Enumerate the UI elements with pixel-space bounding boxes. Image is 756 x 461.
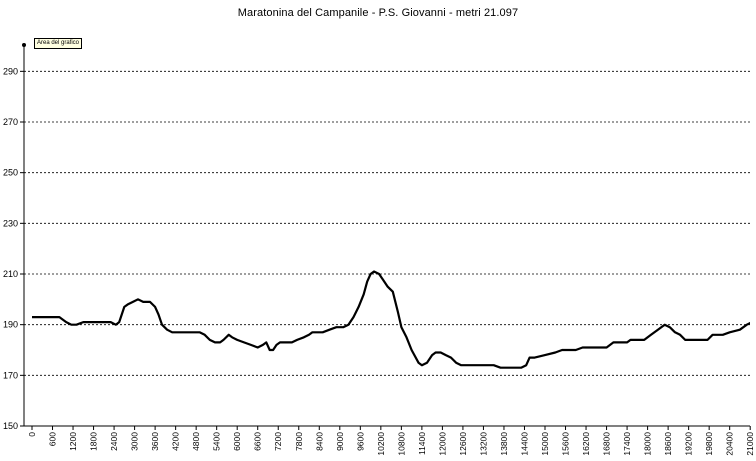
- tooltip-anchor-dot: [22, 43, 26, 47]
- x-tick-label: 9600: [355, 432, 365, 451]
- x-tick-label: 1800: [89, 432, 99, 451]
- chart-area-tooltip: Area del grafico: [34, 38, 83, 49]
- x-tick-label: 17400: [622, 432, 632, 456]
- x-tick-label: 20400: [725, 432, 735, 456]
- x-tick-label: 3600: [150, 432, 160, 451]
- x-tick-label: 19200: [684, 432, 694, 456]
- x-tick-label: 600: [48, 432, 58, 446]
- x-tick-label: 16200: [581, 432, 591, 456]
- x-tick-label: 10200: [376, 432, 386, 456]
- x-tick-label: 2400: [109, 432, 119, 451]
- y-tick-label: 290: [3, 66, 18, 76]
- y-tick-label: 270: [3, 117, 18, 127]
- x-tick-label: 1200: [68, 432, 78, 451]
- x-tick-label: 10800: [396, 432, 406, 456]
- x-tick-label: 12600: [458, 432, 468, 456]
- x-tick-label: 6600: [253, 432, 263, 451]
- y-tick-label: 250: [3, 168, 18, 178]
- x-tick-label: 4200: [171, 432, 181, 451]
- x-tick-label: 11400: [417, 432, 427, 455]
- x-tick-label: 8400: [314, 432, 324, 451]
- x-tick-label: 15600: [561, 432, 571, 456]
- y-tick-label: 230: [3, 218, 18, 228]
- x-tick-label: 21000: [745, 432, 755, 456]
- x-tick-label: 6000: [232, 432, 242, 451]
- series-line: [32, 270, 750, 369]
- y-tick-label: 170: [3, 370, 18, 380]
- x-tick-label: 9000: [335, 432, 345, 451]
- x-axis-ticks: 0 600 1200 1800 2400 3000 3600 4200 4800 5400 6000…: [27, 426, 755, 456]
- x-tick-label: 3000: [130, 432, 140, 451]
- x-tick-label: 7200: [273, 432, 283, 451]
- axes: [23, 46, 750, 427]
- x-tick-label: 13800: [499, 432, 509, 456]
- x-tick-label: 5400: [212, 432, 222, 451]
- y-tick-label: 210: [3, 269, 18, 279]
- x-tick-label: 18600: [663, 432, 673, 456]
- y-axis-ticks: 150 170 190 210 230 250 270 290: [3, 66, 24, 431]
- x-tick-label: 12000: [437, 432, 447, 456]
- x-tick-label: 14400: [519, 432, 529, 456]
- grid-lines: [24, 70, 750, 376]
- x-tick-label: 4800: [191, 432, 201, 451]
- x-tick-label: 19800: [704, 432, 714, 456]
- y-tick-label: 150: [3, 421, 18, 431]
- x-tick-label: 7800: [294, 432, 304, 451]
- chart-title: Maratonina del Campanile - P.S. Giovanni…: [237, 7, 519, 19]
- x-tick-label: 16800: [602, 432, 612, 456]
- y-tick-label: 190: [3, 320, 18, 330]
- x-tick-label: 15000: [540, 432, 550, 456]
- x-tick-label: 13200: [478, 432, 488, 456]
- x-tick-label: 18000: [643, 432, 653, 456]
- series-layer: [32, 270, 750, 369]
- x-tick-label: 0: [27, 432, 37, 437]
